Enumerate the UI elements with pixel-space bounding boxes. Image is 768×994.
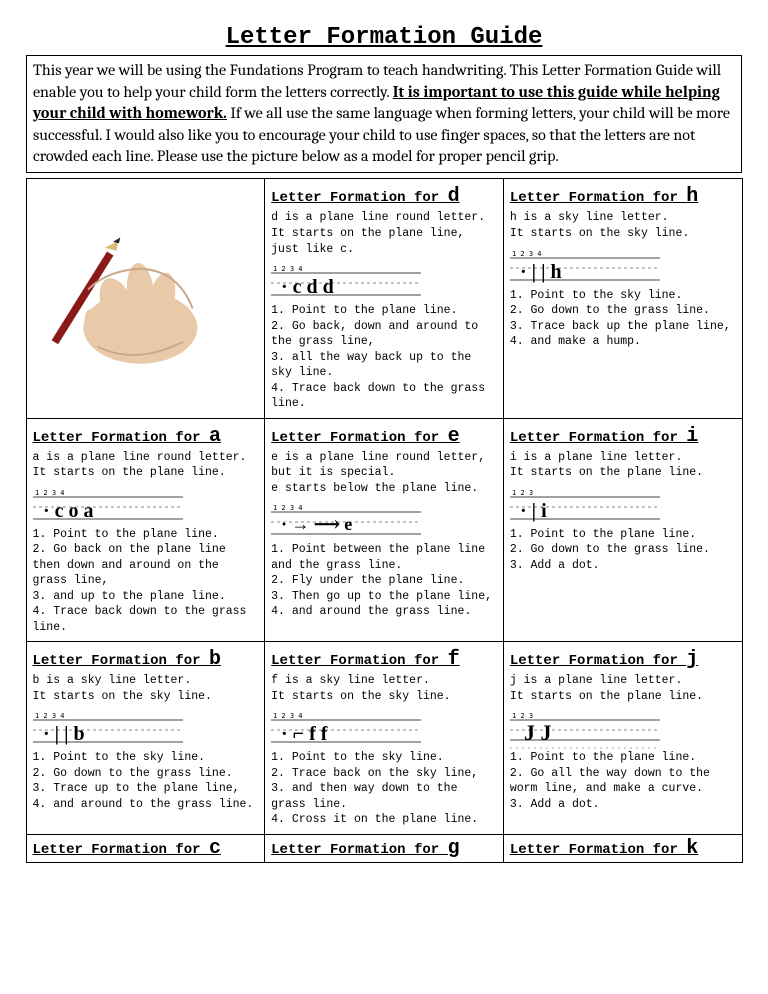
svg-text:1 2 3 4: 1 2 3 4 xyxy=(35,712,65,720)
hand-icon xyxy=(50,223,240,375)
cell-k: Letter Formation for k xyxy=(503,834,743,863)
sample-d: 1 2 3 4 · c d d xyxy=(271,263,497,297)
svg-text:· c o a: · c o a xyxy=(43,500,94,522)
pencil-grip-image xyxy=(26,178,266,418)
desc-b: b is a sky line letter. It starts on the… xyxy=(33,673,259,704)
svg-text:J J: J J xyxy=(524,720,552,745)
sample-b: 1 2 3 4 · | | b xyxy=(33,710,259,744)
cell-e: Letter Formation for e e is a plane line… xyxy=(264,418,504,643)
steps-i: 1. Point to the plane line. 2. Go down t… xyxy=(510,527,736,574)
intro-paragraph: This year we will be using the Fundation… xyxy=(26,55,742,173)
svg-text:1 2 3 4: 1 2 3 4 xyxy=(35,489,65,497)
cell-d: Letter Formation for d d is a plane line… xyxy=(264,178,504,418)
cell-header-k: Letter Formation for k xyxy=(510,842,698,858)
svg-text:· → ⟶ e: · → ⟶ e xyxy=(281,514,352,534)
steps-j: 1. Point to the plane line. 2. Go all th… xyxy=(510,750,736,812)
svg-text:· c d d: · c d d xyxy=(281,276,334,298)
cell-header-a: Letter Formation for a xyxy=(33,423,259,450)
steps-f: 1. Point to the sky line. 2. Trace back … xyxy=(271,750,497,828)
svg-text:· ⌐ f f: · ⌐ f f xyxy=(281,723,328,745)
desc-i: i is a plane line letter. It starts on t… xyxy=(510,450,736,481)
svg-text:1 2 3 4: 1 2 3 4 xyxy=(273,265,303,273)
page-title: Letter Formation Guide xyxy=(26,24,742,51)
svg-text:1 2 3: 1 2 3 xyxy=(512,489,533,497)
sample-h: 1 2 3 4 · | | h xyxy=(510,248,736,282)
cell-header-j: Letter Formation for j xyxy=(510,646,736,673)
cell-header-g: Letter Formation for g xyxy=(271,842,459,858)
cell-header-i: Letter Formation for i xyxy=(510,423,736,450)
sample-f: 1 2 3 4 · ⌐ f f xyxy=(271,710,497,744)
cell-g: Letter Formation for g xyxy=(264,834,504,863)
sample-j: 1 2 3 J J xyxy=(510,710,736,744)
cell-header-b: Letter Formation for b xyxy=(33,646,259,673)
sample-i: 1 2 3 · | i xyxy=(510,487,736,521)
svg-text:· | | b: · | | b xyxy=(43,723,85,745)
cell-i: Letter Formation for i i is a plane line… xyxy=(503,418,743,643)
cell-header-e: Letter Formation for e xyxy=(271,423,497,450)
cell-header-f: Letter Formation for f xyxy=(271,646,497,673)
cell-header-h: Letter Formation for h xyxy=(510,183,736,210)
steps-d: 1. Point to the plane line. 2. Go back, … xyxy=(271,303,497,412)
desc-f: f is a sky line letter. It starts on the… xyxy=(271,673,497,704)
cell-a: Letter Formation for a a is a plane line… xyxy=(26,418,266,643)
letter-grid: Letter Formation for d d is a plane line… xyxy=(26,179,742,862)
sample-e: 1 2 3 4 · → ⟶ e xyxy=(271,502,497,536)
desc-a: a is a plane line round letter. It start… xyxy=(33,450,259,481)
cell-f: Letter Formation for f f is a sky line l… xyxy=(264,641,504,835)
svg-text:· | | h: · | | h xyxy=(520,261,562,283)
desc-h: h is a sky line letter. It starts on the… xyxy=(510,210,736,241)
steps-b: 1. Point to the sky line. 2. Go down to … xyxy=(33,750,259,812)
svg-text:1 2 3 4: 1 2 3 4 xyxy=(273,504,303,512)
cell-header-c: Letter Formation for c xyxy=(33,842,221,858)
cell-b: Letter Formation for b b is a sky line l… xyxy=(26,641,266,835)
svg-text:· | i: · | i xyxy=(520,500,547,522)
page: Letter Formation Guide This year we will… xyxy=(0,0,768,994)
svg-text:1 2 3: 1 2 3 xyxy=(512,712,533,720)
steps-a: 1. Point to the plane line. 2. Go back o… xyxy=(33,527,259,636)
cell-h: Letter Formation for h h is a sky line l… xyxy=(503,178,743,418)
steps-h: 1. Point to the sky line. 2. Go down to … xyxy=(510,288,736,350)
sample-a: 1 2 3 4 · c o a xyxy=(33,487,259,521)
cell-c: Letter Formation for c xyxy=(26,834,266,863)
cell-header-d: Letter Formation for d xyxy=(271,183,497,210)
desc-d: d is a plane line round letter. It start… xyxy=(271,210,497,257)
cell-j: Letter Formation for j j is a plane line… xyxy=(503,641,743,835)
desc-e: e is a plane line round letter, but it i… xyxy=(271,450,497,497)
steps-e: 1. Point between the plane line and the … xyxy=(271,542,497,620)
svg-text:1 2 3 4: 1 2 3 4 xyxy=(273,712,303,720)
svg-text:1 2 3 4: 1 2 3 4 xyxy=(512,250,542,258)
desc-j: j is a plane line letter. It starts on t… xyxy=(510,673,736,704)
